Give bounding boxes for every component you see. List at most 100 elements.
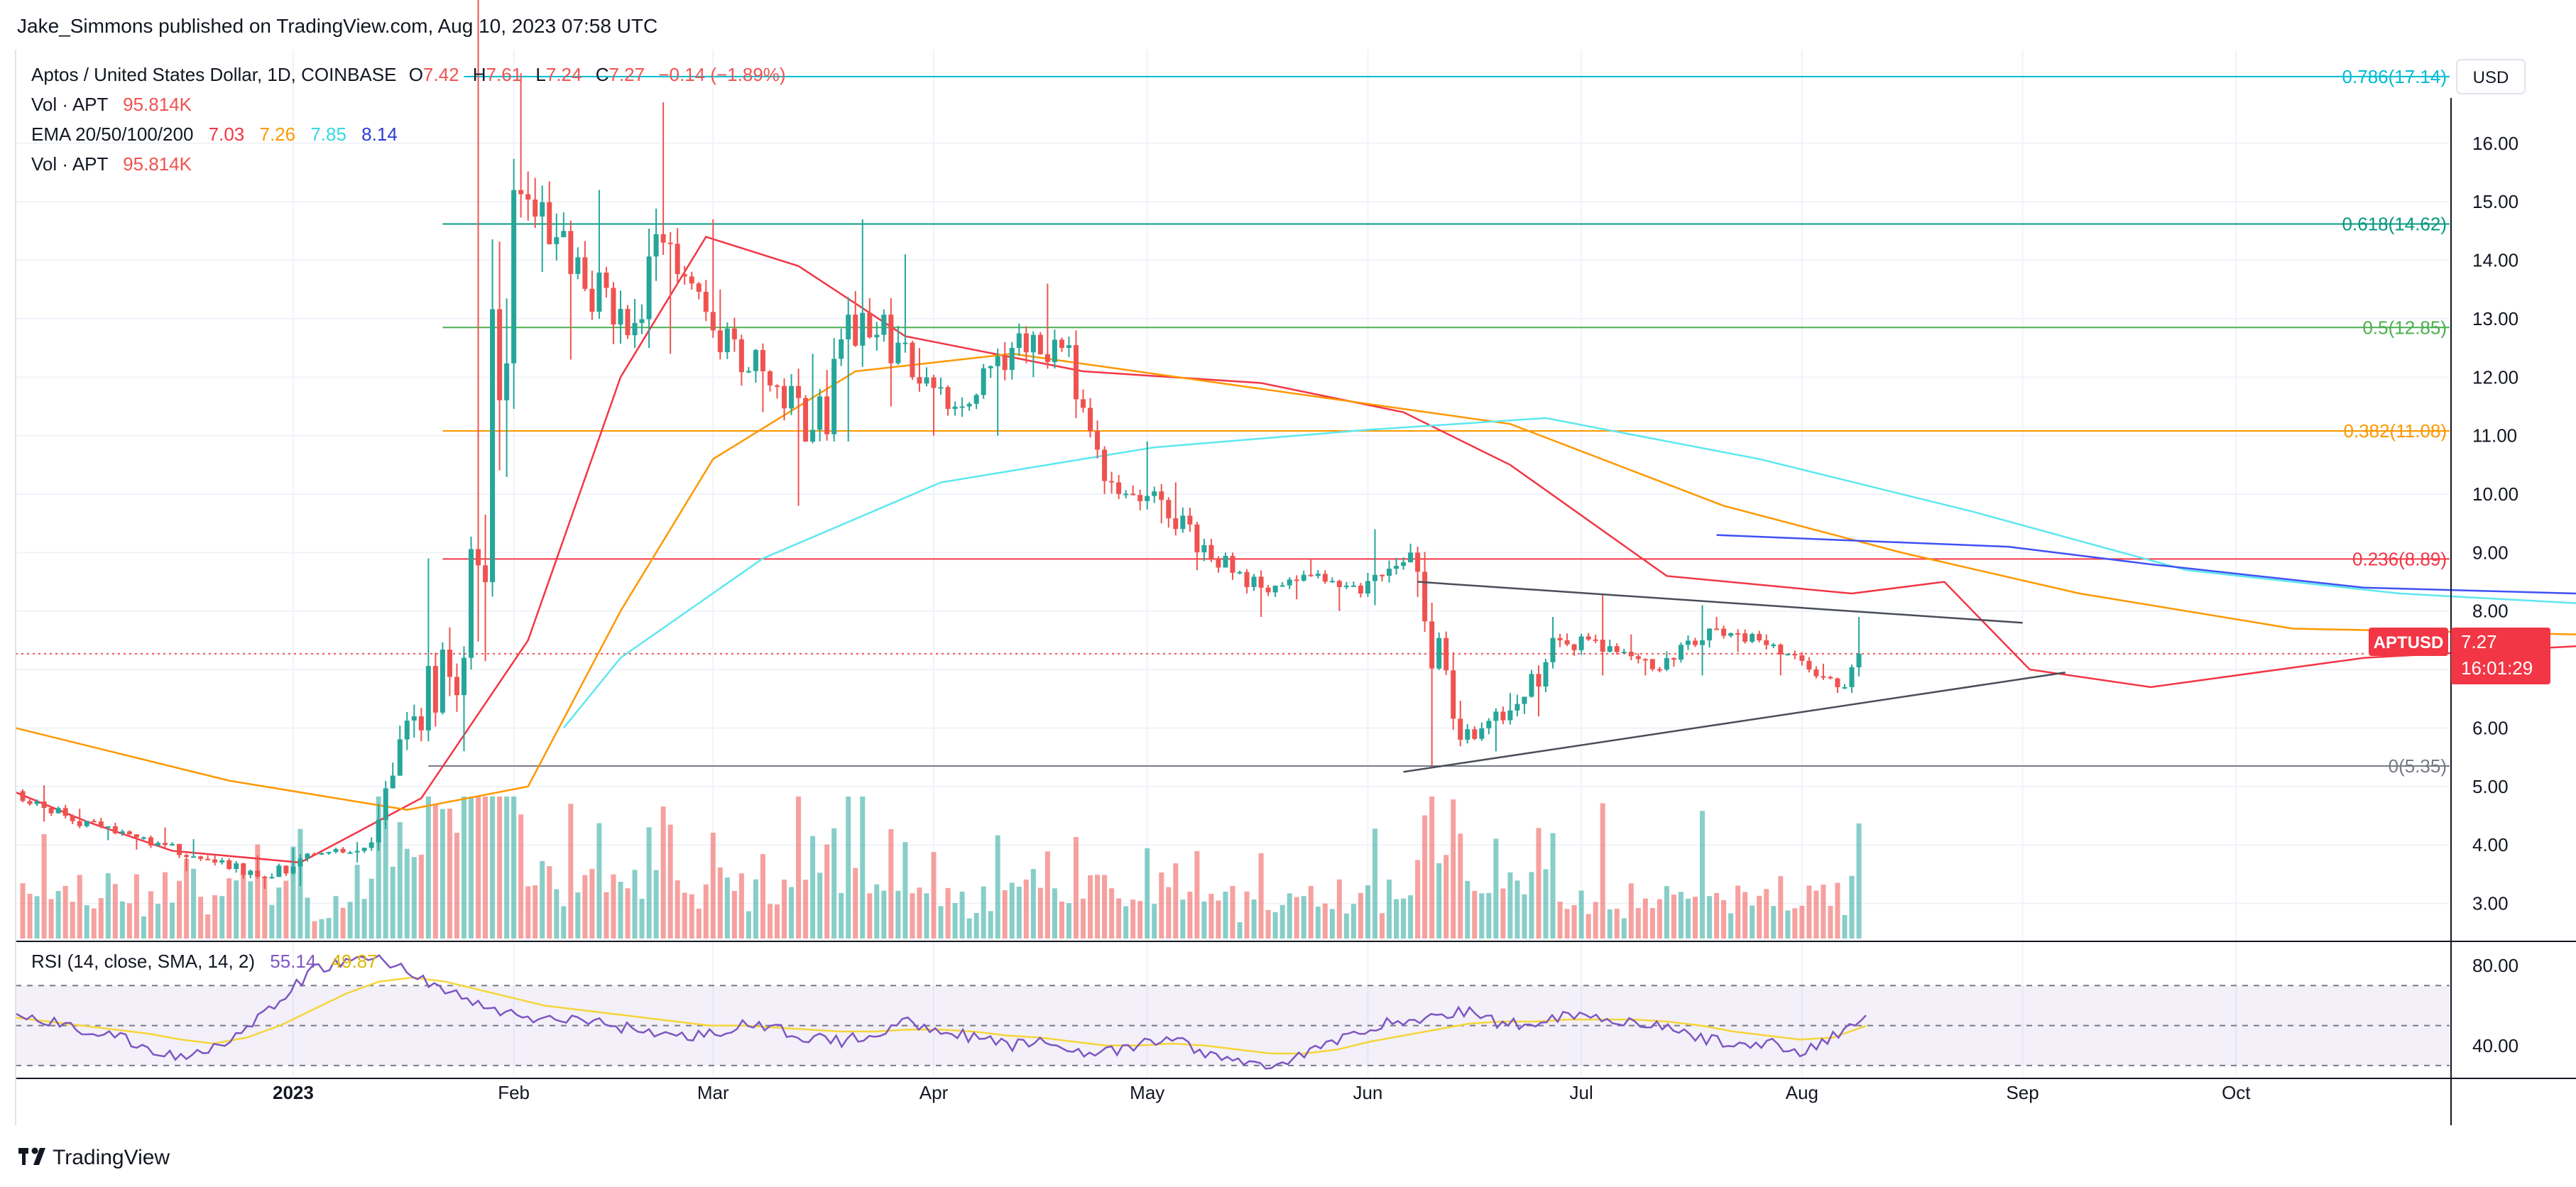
candle-body bbox=[290, 866, 296, 874]
candle-body bbox=[1635, 656, 1641, 660]
volume-bar bbox=[1564, 909, 1570, 939]
candle-body bbox=[1685, 640, 1691, 645]
candle-body bbox=[1009, 348, 1015, 371]
volume-bar bbox=[255, 844, 261, 939]
time-tick-label: 2023 bbox=[273, 1082, 314, 1103]
candle-body bbox=[910, 342, 915, 378]
candle-body bbox=[77, 821, 82, 826]
triangle-upper-line[interactable] bbox=[1417, 581, 2023, 624]
candle-body bbox=[1095, 431, 1101, 450]
candle-body bbox=[582, 257, 588, 289]
candle-body bbox=[1493, 711, 1499, 721]
volume-bar bbox=[1621, 918, 1627, 939]
candle-body bbox=[667, 242, 673, 244]
time-tick-label: Aug bbox=[1786, 1082, 1818, 1103]
candle-body bbox=[1422, 571, 1428, 622]
fib-label-0.236: 0.236(8.89) bbox=[2352, 548, 2447, 569]
legend-c-label: C bbox=[596, 64, 609, 85]
candle-body bbox=[91, 821, 97, 823]
candle-body bbox=[945, 387, 951, 410]
candle-body bbox=[1216, 558, 1221, 568]
triangle-lower-line[interactable] bbox=[1403, 671, 2065, 773]
legend-symbol: Aptos / United States Dollar, 1D, COINBA… bbox=[31, 64, 786, 85]
candle-body bbox=[1806, 660, 1812, 670]
candle-body bbox=[48, 808, 54, 814]
legend-ema: EMA 20/50/100/200 7.03 7.26 7.85 8.14 bbox=[31, 124, 398, 145]
tradingview-logo[interactable]: TradingView bbox=[18, 1146, 170, 1169]
candle-body bbox=[1208, 545, 1214, 559]
price-tick-label: 12.00 bbox=[2472, 366, 2518, 388]
axes[interactable]: 3.004.005.006.007.008.009.0010.0011.0012… bbox=[15, 50, 2576, 1125]
candle-body bbox=[248, 870, 253, 875]
volume-bar bbox=[1465, 880, 1470, 939]
volume-bar bbox=[227, 878, 232, 939]
volume-bar bbox=[1216, 900, 1221, 939]
volume-bar bbox=[1479, 893, 1485, 939]
candle-body bbox=[326, 852, 332, 854]
candle-body bbox=[1387, 569, 1392, 576]
price-tick-label: 14.00 bbox=[2472, 250, 2518, 271]
volume-bar bbox=[1571, 905, 1577, 939]
legend-close: 7.27 bbox=[608, 64, 645, 85]
volume-bar bbox=[461, 797, 466, 939]
volume-bar bbox=[959, 891, 965, 939]
volume-bar bbox=[710, 832, 716, 939]
candle-body bbox=[1714, 628, 1720, 630]
candle-body bbox=[568, 231, 574, 274]
candle-body bbox=[611, 288, 616, 325]
triangle-trendlines[interactable] bbox=[1403, 581, 2065, 773]
volume-bar bbox=[910, 893, 915, 939]
volume-bar bbox=[1201, 901, 1207, 939]
candle-body bbox=[1451, 670, 1456, 719]
candle-body bbox=[1258, 576, 1264, 588]
candle-body bbox=[1707, 628, 1713, 641]
volume-bar bbox=[1614, 909, 1620, 939]
volume-bar bbox=[1322, 903, 1328, 939]
candle-body bbox=[1194, 524, 1200, 552]
volume-bar bbox=[1173, 863, 1179, 939]
price-tick-label: 6.00 bbox=[2472, 717, 2509, 738]
candle-body bbox=[170, 843, 175, 846]
candle-body bbox=[589, 288, 595, 312]
candle-body bbox=[888, 314, 894, 363]
volume-bar bbox=[1507, 872, 1513, 939]
volume-bar bbox=[596, 823, 602, 939]
candle-body bbox=[1081, 399, 1086, 408]
candle-body bbox=[119, 831, 125, 833]
volume-bar bbox=[1735, 885, 1741, 939]
ema-line-ema200 bbox=[1716, 534, 2576, 595]
currency-button[interactable]: USD bbox=[2456, 59, 2526, 94]
ema-lines bbox=[15, 236, 2576, 864]
volume-bar bbox=[632, 870, 638, 939]
volume-bar bbox=[1059, 901, 1064, 939]
volume-bar bbox=[1678, 892, 1683, 939]
candle-body bbox=[1201, 545, 1207, 552]
candle-body bbox=[924, 377, 929, 384]
volume-bar bbox=[1778, 876, 1784, 939]
candle-body bbox=[1842, 687, 1848, 689]
volume-bar bbox=[162, 872, 168, 939]
candle-body bbox=[554, 237, 560, 244]
rsi-pane bbox=[16, 985, 2450, 1066]
volume-bar bbox=[767, 904, 773, 939]
candle-body bbox=[20, 791, 26, 802]
volume-bar bbox=[1030, 869, 1036, 939]
candle-body bbox=[1564, 640, 1570, 645]
volume-bar bbox=[418, 854, 424, 939]
volume-bar bbox=[1258, 853, 1264, 939]
candle-body bbox=[126, 831, 132, 835]
price-tag-countdown: 16:01:29 bbox=[2461, 657, 2533, 679]
volume-bar bbox=[1557, 902, 1563, 939]
candle-body bbox=[1700, 640, 1705, 645]
volume-bar bbox=[1750, 905, 1755, 939]
candle-body bbox=[1500, 711, 1506, 721]
volume-bar bbox=[810, 836, 816, 939]
volume-bar bbox=[1458, 833, 1463, 939]
candle-body bbox=[1230, 556, 1235, 573]
price-tick-label: 13.00 bbox=[2472, 308, 2518, 329]
volume-bar bbox=[1343, 913, 1349, 939]
candle-body bbox=[1394, 566, 1399, 569]
candle-body bbox=[724, 328, 730, 353]
candle-body bbox=[1828, 677, 1833, 679]
